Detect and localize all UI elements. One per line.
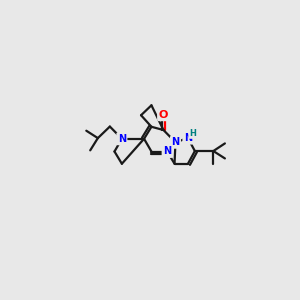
Text: H: H [189, 129, 196, 138]
Text: O: O [159, 110, 168, 119]
Text: N: N [118, 134, 126, 144]
Text: N: N [163, 146, 171, 157]
Text: N: N [184, 133, 192, 143]
Text: N: N [171, 137, 179, 147]
